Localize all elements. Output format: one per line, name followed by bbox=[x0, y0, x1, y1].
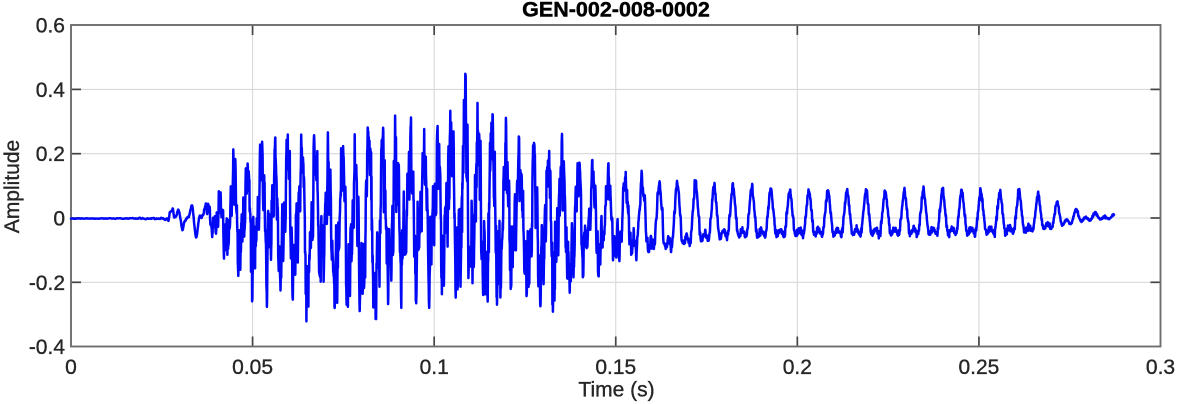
svg-text:0.05: 0.05 bbox=[232, 356, 273, 379]
svg-text:Amplitude: Amplitude bbox=[1, 140, 24, 233]
svg-text:0: 0 bbox=[65, 356, 77, 379]
svg-text:0: 0 bbox=[53, 208, 65, 231]
svg-text:0.2: 0.2 bbox=[36, 143, 65, 166]
svg-text:0.1: 0.1 bbox=[420, 356, 449, 379]
svg-text:0.3: 0.3 bbox=[1146, 356, 1175, 379]
svg-text:0.2: 0.2 bbox=[783, 356, 812, 379]
svg-text:-0.2: -0.2 bbox=[29, 272, 65, 295]
svg-text:-0.4: -0.4 bbox=[29, 336, 66, 359]
svg-text:0.4: 0.4 bbox=[36, 79, 66, 102]
svg-text:0.6: 0.6 bbox=[36, 15, 65, 38]
svg-text:0.25: 0.25 bbox=[958, 356, 999, 379]
svg-text:GEN-002-008-0002: GEN-002-008-0002 bbox=[522, 0, 710, 22]
svg-text:Time (s): Time (s) bbox=[578, 379, 654, 402]
svg-text:0.15: 0.15 bbox=[595, 356, 636, 379]
